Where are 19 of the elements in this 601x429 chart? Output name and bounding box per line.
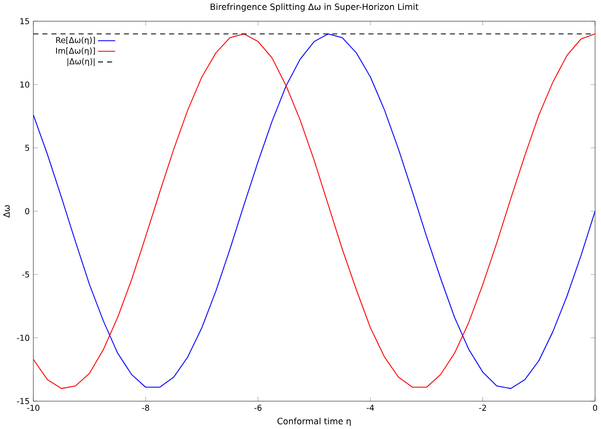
x-tick-label: -2 — [479, 404, 486, 411]
legend-label: |Δω(η)| — [68, 58, 95, 66]
y-tick-label: 0 — [25, 208, 30, 214]
y-tick-label: -5 — [22, 271, 30, 278]
line-series — [33, 33, 596, 389]
y-tick-label: -10 — [17, 334, 30, 341]
y-tick-label: 15 — [20, 18, 30, 24]
x-tick-label: -4 — [366, 404, 374, 410]
x-tick-label: -8 — [142, 404, 150, 411]
y-axis-title: Δω — [3, 205, 10, 218]
chart-title: Birefringence Splitting Δω in Super-Horizon Limit — [210, 3, 418, 12]
x-tick-label: -6 — [254, 404, 262, 411]
legend-label: Re[Δω(η)] — [56, 36, 95, 44]
x-axis-title: Conformal time η — [277, 418, 351, 426]
y-tick-label: -15 — [17, 398, 30, 404]
legend-label: Im[Δω(η)] — [56, 47, 95, 56]
x-tick-label: 0 — [593, 404, 598, 411]
y-tick-label: 5 — [25, 144, 30, 151]
y-tick-label: 10 — [20, 81, 30, 88]
